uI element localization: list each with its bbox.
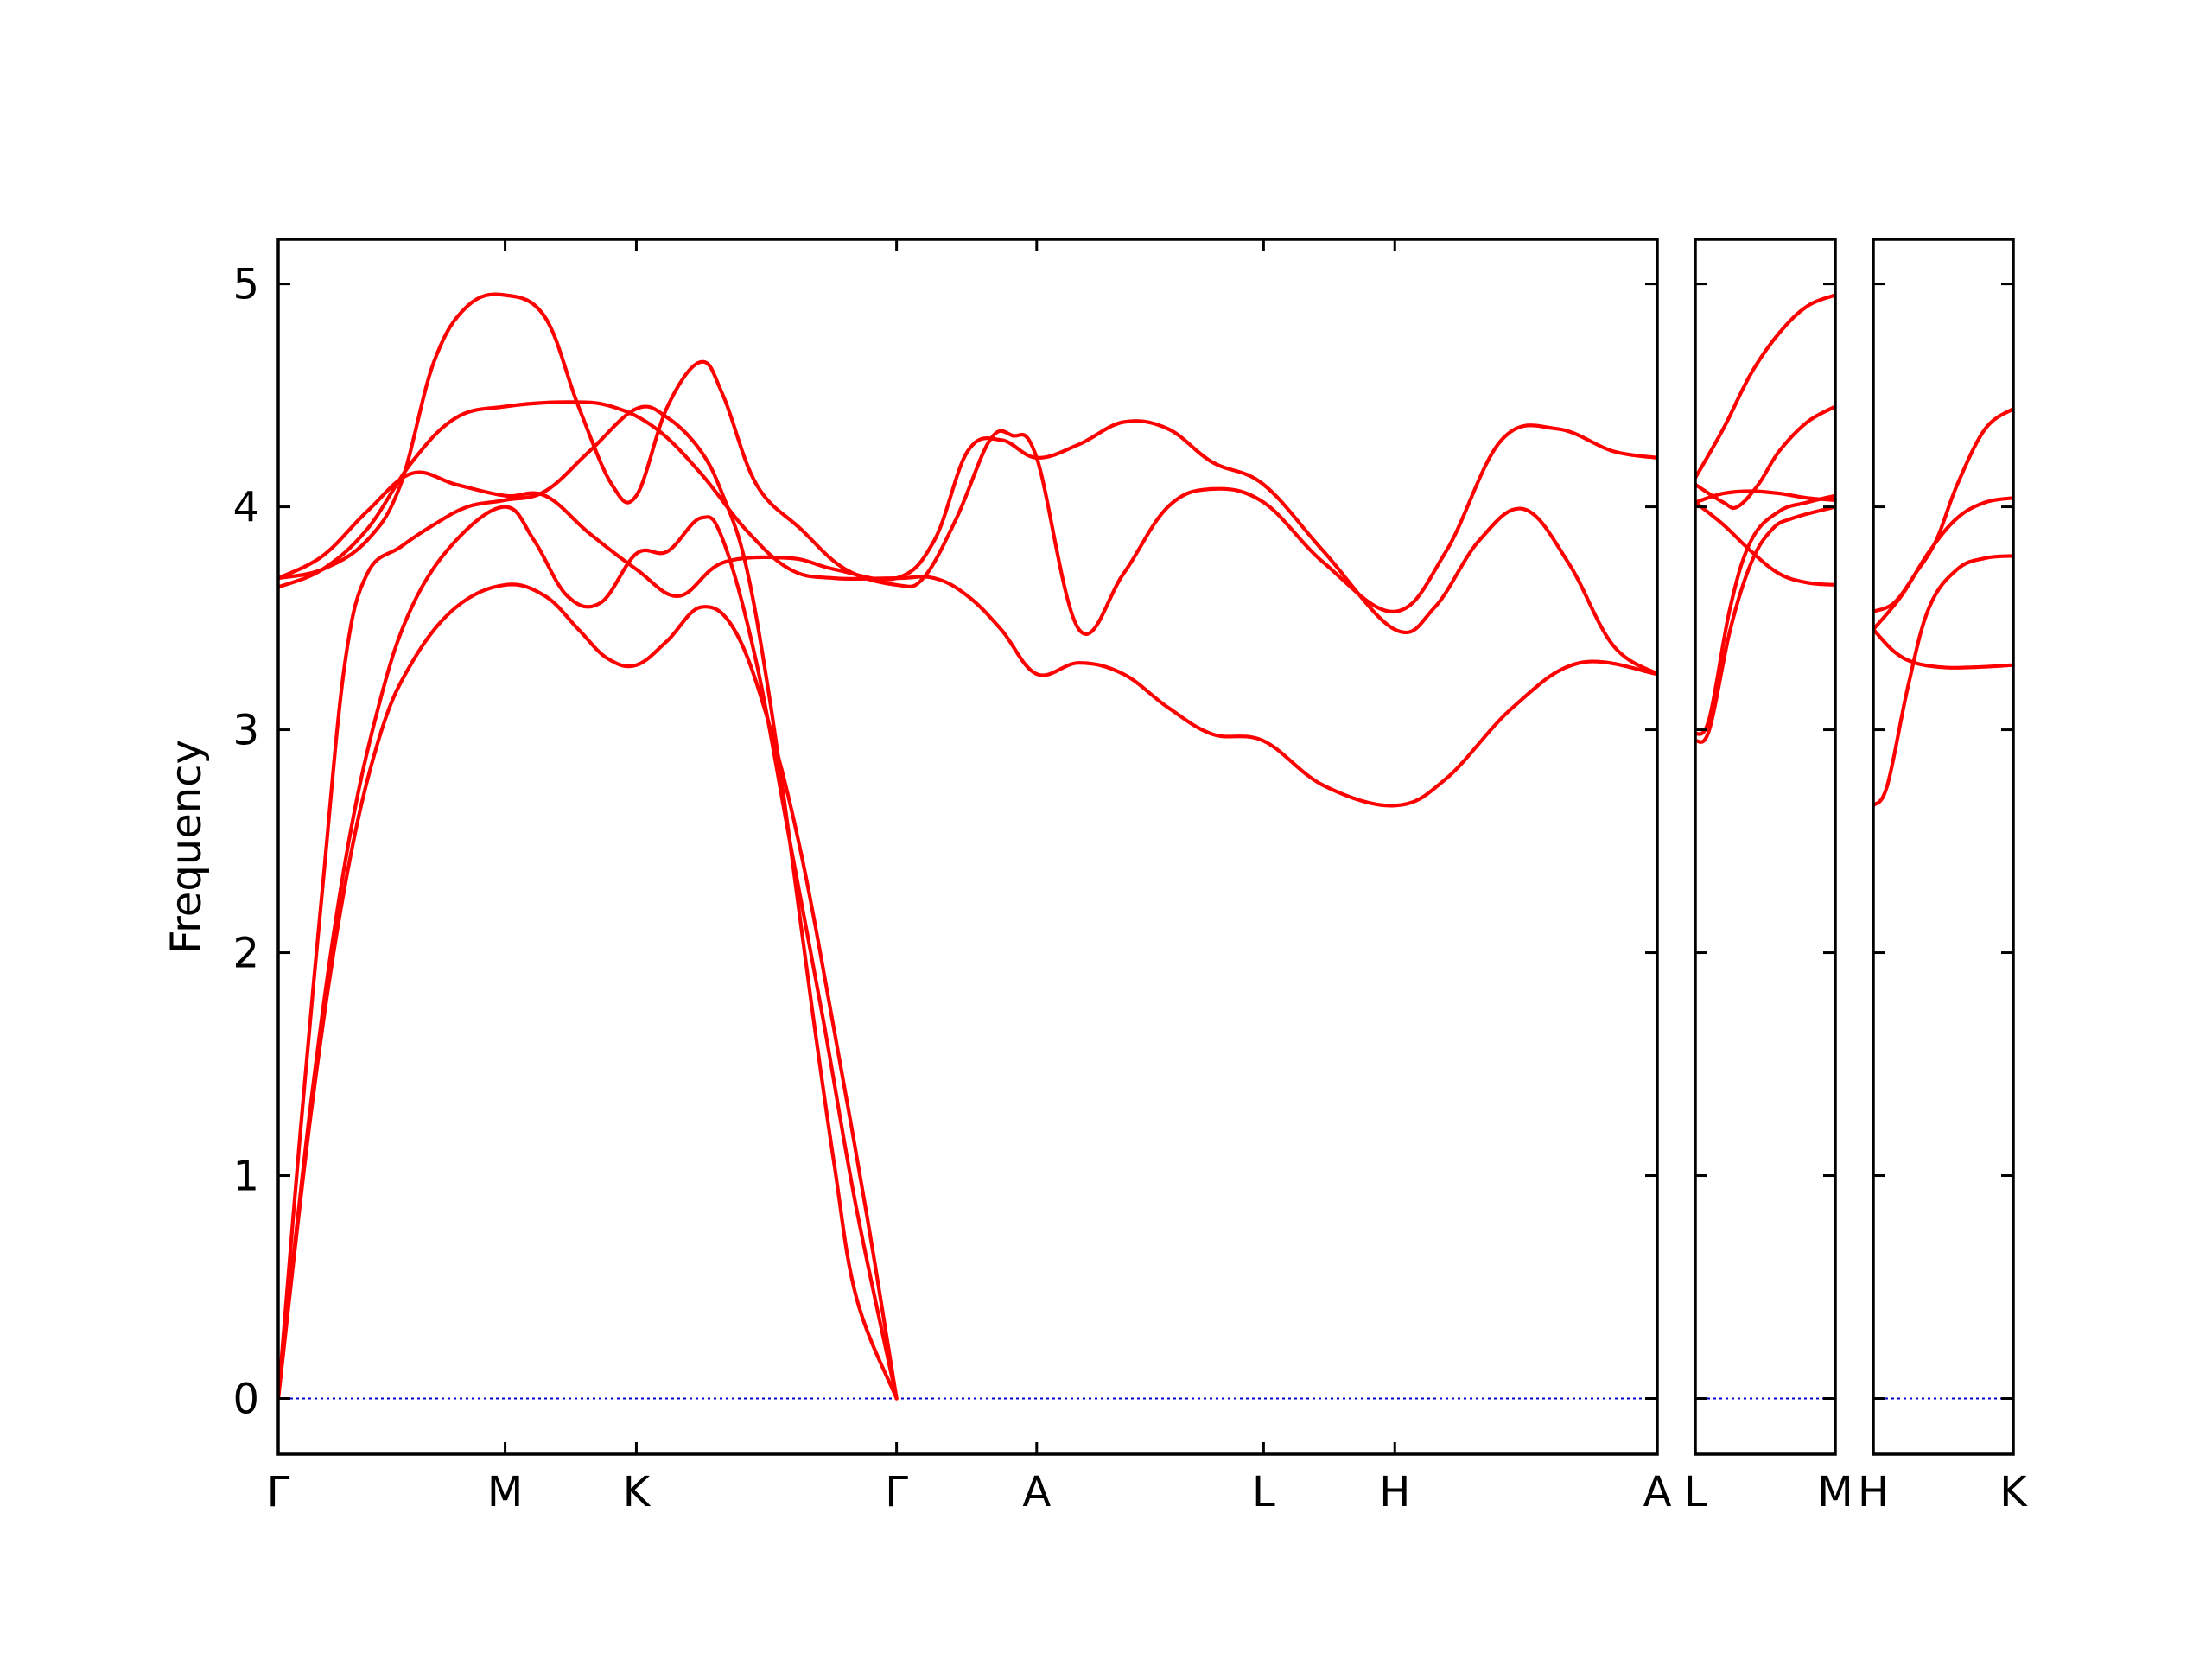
band-6: [1695, 293, 1835, 480]
band-3: [278, 404, 899, 1401]
x-tick-label: A: [1022, 1468, 1051, 1516]
y-axis-label: Frequency: [162, 740, 211, 954]
band-lines: [278, 292, 1657, 1401]
band-3: [1695, 489, 1835, 505]
band-2: [1695, 505, 1835, 744]
x-tick-label: K: [1999, 1468, 2028, 1516]
band-4: [1873, 407, 2013, 613]
band-1: [278, 582, 899, 1401]
panel-1: 0 1 2 3 4 5 Γ M K Γ A L H A: [232, 238, 1672, 1516]
y-tick-label: 0: [232, 1376, 259, 1424]
x-tick-label: H: [1858, 1468, 1889, 1516]
y-tick-label: 1: [232, 1153, 259, 1201]
band-6: [278, 292, 1657, 636]
band-4: [278, 400, 1657, 808]
x-tick-label: L: [1252, 1468, 1275, 1516]
plot-frame: [1872, 238, 2015, 1456]
band-lines: [1695, 293, 1835, 744]
band-1: [1695, 493, 1835, 736]
band-lines: [1873, 407, 2013, 808]
x-tick-label: A: [1643, 1468, 1672, 1516]
x-tick-label: Γ: [267, 1468, 290, 1516]
band-5: [1695, 404, 1835, 511]
x-tick-label: H: [1379, 1468, 1410, 1516]
x-tick-label: Γ: [885, 1468, 908, 1516]
y-tick-label: 5: [232, 261, 259, 309]
y-tick-label: 2: [232, 930, 259, 978]
band-2: [1873, 627, 2013, 670]
x-tick-label: M: [1817, 1468, 1853, 1516]
y-tick-label: 3: [232, 707, 259, 755]
plot-frame: [276, 238, 1659, 1456]
plot-frame: [1694, 238, 1837, 1456]
x-tick-label: M: [487, 1468, 523, 1516]
band-5: [278, 419, 1657, 677]
x-tick-label: L: [1684, 1468, 1707, 1516]
band-4: [1695, 500, 1835, 587]
band-1: [1873, 554, 2013, 808]
band-2: [278, 505, 899, 1401]
x-tick-label: K: [623, 1468, 652, 1516]
y-tick-label: 4: [232, 484, 259, 532]
